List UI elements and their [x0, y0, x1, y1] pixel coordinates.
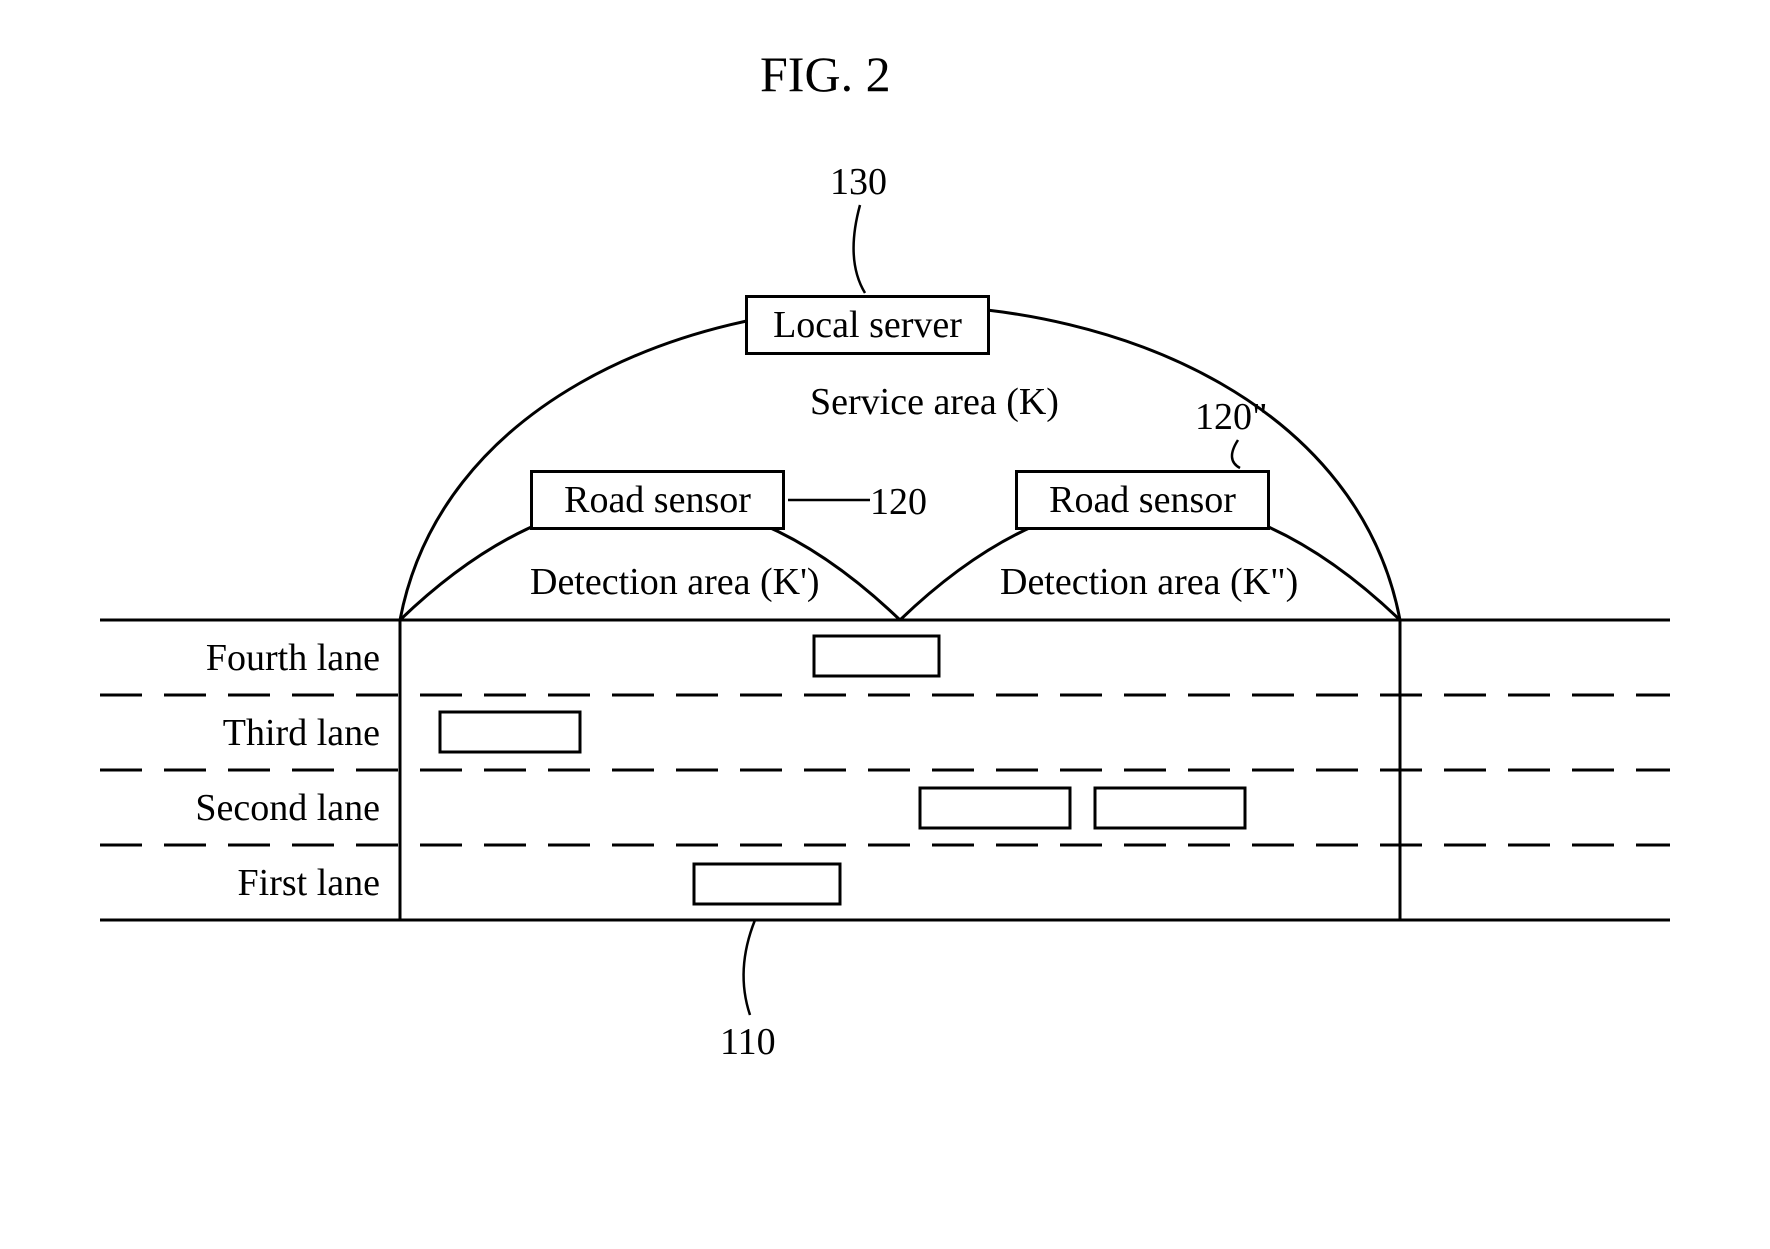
lane-4-label: Fourth lane [206, 636, 380, 680]
ref-130: 130 [830, 160, 887, 204]
lane-1-label: First lane [238, 861, 380, 905]
ref-120-doubleprime: 120" [1195, 395, 1268, 439]
detection-area-right-label: Detection area (K") [1000, 560, 1298, 604]
figure-stage: FIG. 2 130 Local server Service area (K)… [0, 0, 1770, 1249]
local-server-box: Local server [745, 295, 990, 355]
ref-110: 110 [720, 1020, 776, 1064]
ref-120: 120 [870, 480, 927, 524]
lane-3-label: Third lane [223, 711, 380, 755]
local-server-label: Local server [773, 303, 962, 347]
service-area-label: Service area (K) [810, 380, 1059, 424]
road-sensor-right-label: Road sensor [1049, 478, 1236, 522]
road-sensor-left-label: Road sensor [564, 478, 751, 522]
road-sensor-right-box: Road sensor [1015, 470, 1270, 530]
road-sensor-left-box: Road sensor [530, 470, 785, 530]
lane-2-label: Second lane [195, 786, 380, 830]
detection-area-left-label: Detection area (K') [530, 560, 820, 604]
